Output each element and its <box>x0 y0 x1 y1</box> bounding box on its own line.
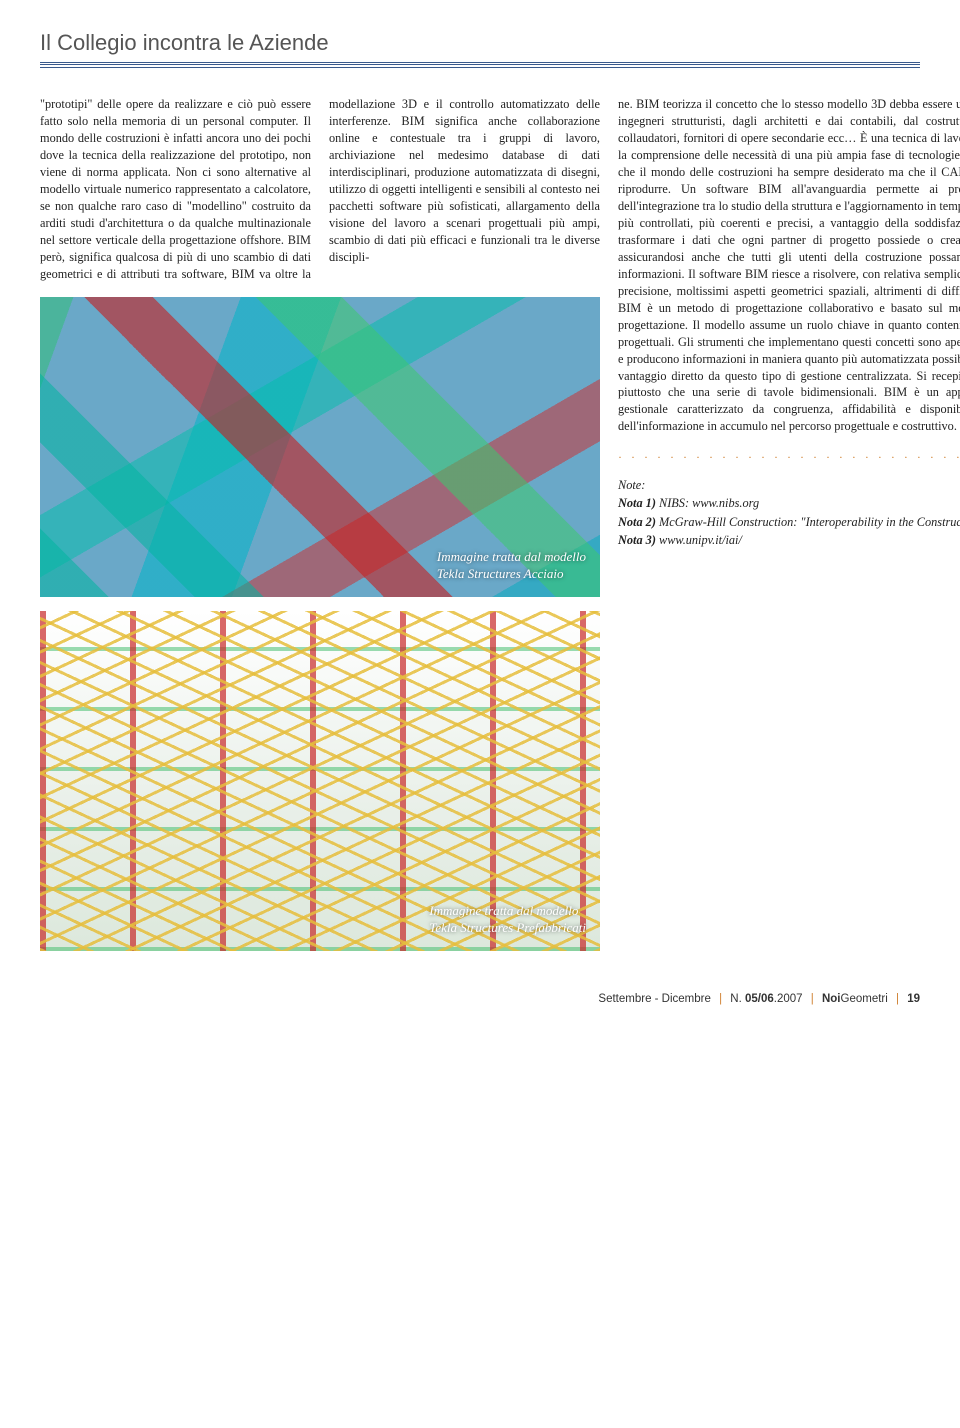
footer-brand-rest: Geometri <box>841 993 888 1005</box>
body-text-left: "prototipi" delle opere da realizzare e … <box>40 96 600 283</box>
caption-line: Tekla Structures Acciaio <box>437 566 564 581</box>
note-item: Nota 1) NIBS: www.nibs.org <box>618 494 960 512</box>
figure-steel-caption: Immagine tratta dal modello Tekla Struct… <box>437 548 586 583</box>
figure-prefab: Immagine tratta dal modello Tekla Struct… <box>40 611 600 951</box>
footer-year: .2007 <box>774 993 803 1005</box>
footer-issue-prefix: N. <box>730 993 745 1005</box>
note-label: Nota 2) <box>618 515 656 529</box>
separator-dots: · · · · · · · · · · · · · · · · · · · · … <box>618 449 960 466</box>
footer-separator-icon: | <box>811 993 814 1005</box>
note-item: Nota 3) www.unipv.it/iai/ <box>618 531 960 549</box>
notes-heading: Note: <box>618 476 960 494</box>
section-title: Il Collegio incontra le Aziende <box>40 30 920 56</box>
footer-separator-icon: | <box>896 993 899 1005</box>
footer-period: Settembre - Dicembre <box>598 993 710 1005</box>
footer-brand-bold: Noi <box>822 993 841 1005</box>
header-rule <box>40 62 920 68</box>
caption-line: Immagine tratta dal modello <box>429 903 578 918</box>
body-text-right: ne. BIM teorizza il concetto che lo stes… <box>618 97 960 433</box>
footer-issue: 05/06 <box>745 993 774 1005</box>
note-text: McGraw-Hill Construction: "Interoperabil… <box>656 515 960 529</box>
page-footer: Settembre - Dicembre | N. 05/06.2007 | N… <box>40 987 920 1005</box>
notes-block: Note: Nota 1) NIBS: www.nibs.org Nota 2)… <box>618 476 960 550</box>
figure-prefab-caption: Immagine tratta dal modello Tekla Struct… <box>429 902 586 937</box>
caption-line: Immagine tratta dal modello <box>437 549 586 564</box>
left-block: "prototipi" delle opere da realizzare e … <box>40 96 600 965</box>
note-label: Nota 3) <box>618 533 656 547</box>
footer-page-number: 19 <box>907 993 920 1005</box>
caption-line: Tekla Structures Prefabbricati <box>429 920 586 935</box>
note-text: NIBS: www.nibs.org <box>656 496 759 510</box>
right-column: ne. BIM teorizza il concetto che lo stes… <box>618 96 960 965</box>
note-text: www.unipv.it/iai/ <box>656 533 742 547</box>
figure-steel: Immagine tratta dal modello Tekla Struct… <box>40 297 600 597</box>
note-label: Nota 1) <box>618 496 656 510</box>
note-item: Nota 2) McGraw-Hill Construction: "Inter… <box>618 513 960 531</box>
footer-separator-icon: | <box>719 993 722 1005</box>
content-area: "prototipi" delle opere da realizzare e … <box>40 96 920 965</box>
